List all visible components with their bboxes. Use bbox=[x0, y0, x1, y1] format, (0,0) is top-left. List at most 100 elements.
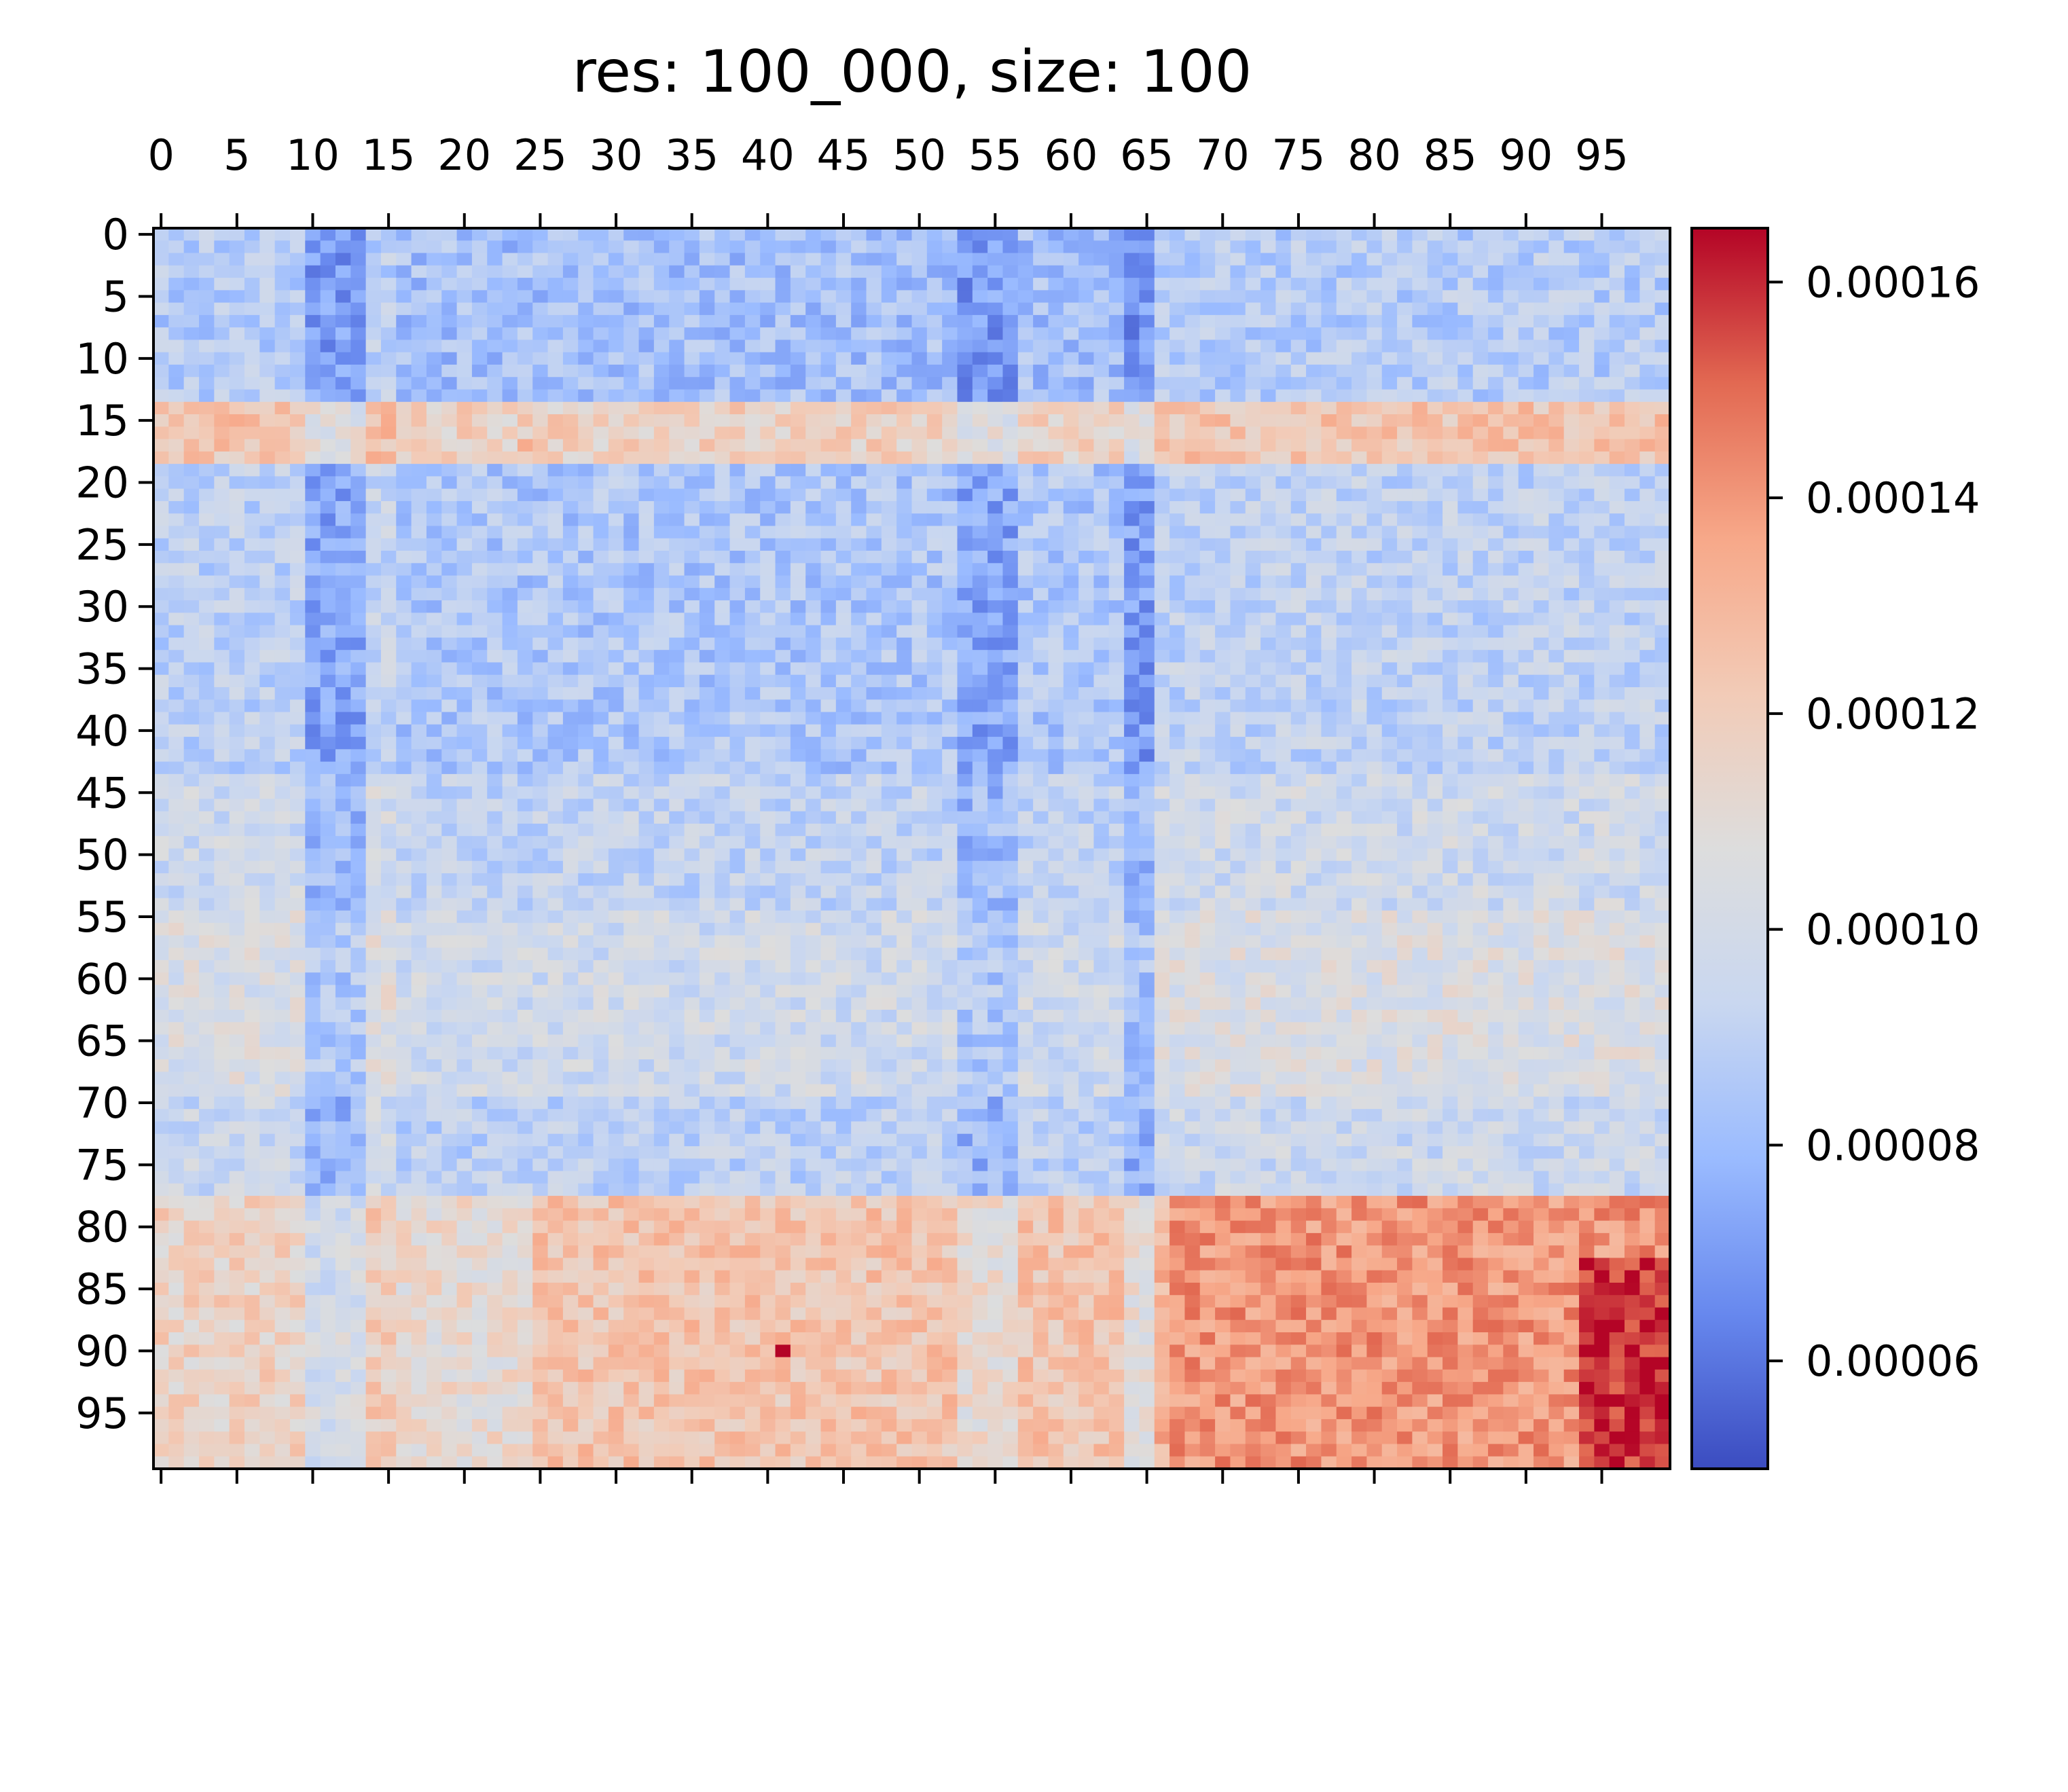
heatmap-cell bbox=[911, 439, 928, 452]
heatmap-cell bbox=[259, 612, 276, 626]
heatmap-cell bbox=[866, 737, 882, 750]
heatmap-cell bbox=[1381, 773, 1398, 787]
heatmap-cell bbox=[441, 290, 458, 304]
heatmap-cell bbox=[274, 699, 291, 713]
heatmap-cell bbox=[380, 451, 397, 464]
heatmap-cell bbox=[1169, 377, 1186, 390]
heatmap-cell bbox=[1184, 377, 1201, 390]
heatmap-cell bbox=[972, 488, 988, 502]
heatmap-cell bbox=[1169, 836, 1186, 849]
heatmap-cell bbox=[835, 687, 852, 700]
heatmap-cell bbox=[1139, 650, 1155, 663]
heatmap-cell bbox=[1336, 811, 1352, 824]
heatmap-cell bbox=[926, 526, 943, 539]
heatmap-cell bbox=[972, 439, 988, 452]
heatmap-cell bbox=[1594, 625, 1610, 638]
heatmap-cell bbox=[1093, 414, 1110, 427]
heatmap-cell bbox=[1518, 612, 1534, 626]
heatmap-cell bbox=[1457, 253, 1474, 266]
heatmap-cell bbox=[578, 377, 594, 390]
heatmap-cell bbox=[896, 500, 913, 514]
heatmap-cell bbox=[1518, 625, 1534, 638]
heatmap-cell bbox=[1352, 278, 1367, 291]
heatmap-cell bbox=[1290, 612, 1307, 626]
heatmap-cell bbox=[1108, 253, 1125, 266]
heatmap-cell bbox=[1124, 476, 1140, 490]
heatmap-cell bbox=[1488, 526, 1504, 539]
heatmap-cell bbox=[790, 600, 806, 613]
heatmap-cell bbox=[365, 587, 382, 601]
heatmap-cell bbox=[638, 625, 655, 638]
heatmap-cell bbox=[866, 364, 882, 378]
heatmap-cell bbox=[562, 265, 579, 278]
heatmap-cell bbox=[653, 327, 670, 341]
heatmap-cell bbox=[1412, 538, 1428, 551]
heatmap-cell bbox=[1124, 451, 1140, 464]
heatmap-cell bbox=[214, 302, 230, 316]
heatmap-cell bbox=[623, 823, 640, 837]
heatmap-cell bbox=[1017, 290, 1034, 304]
heatmap-cell bbox=[441, 401, 458, 415]
heatmap-cell bbox=[1563, 637, 1580, 651]
heatmap-cell bbox=[335, 575, 351, 589]
heatmap-cell bbox=[1397, 340, 1413, 353]
heatmap-cell bbox=[305, 737, 321, 750]
heatmap-cell bbox=[1503, 761, 1519, 775]
heatmap-cell bbox=[593, 749, 609, 763]
heatmap-cell bbox=[790, 836, 806, 849]
heatmap-cell bbox=[1654, 228, 1671, 241]
heatmap-cell bbox=[502, 712, 518, 725]
heatmap-cell bbox=[441, 439, 458, 452]
heatmap-cell bbox=[1594, 228, 1610, 241]
heatmap-cell bbox=[714, 712, 731, 725]
heatmap-cell bbox=[1048, 389, 1064, 403]
heatmap-cell bbox=[259, 551, 276, 564]
heatmap-cell bbox=[183, 278, 200, 291]
heatmap-cell bbox=[1275, 637, 1292, 651]
heatmap-cell bbox=[1306, 538, 1322, 551]
heatmap-cell bbox=[320, 500, 336, 514]
heatmap-cell bbox=[1381, 551, 1398, 564]
heatmap-cell bbox=[471, 364, 488, 378]
heatmap-cell bbox=[1169, 625, 1186, 638]
heatmap-cell bbox=[1503, 786, 1519, 800]
heatmap-cell bbox=[517, 228, 533, 241]
heatmap-cell bbox=[926, 699, 943, 713]
heatmap-cell bbox=[1139, 687, 1155, 700]
heatmap-cell bbox=[1063, 773, 1079, 787]
heatmap-cell bbox=[1306, 612, 1322, 626]
heatmap-cell bbox=[1563, 699, 1580, 713]
heatmap-cell bbox=[1139, 240, 1155, 254]
heatmap-cell bbox=[1093, 799, 1110, 812]
heatmap-cell bbox=[517, 451, 533, 464]
heatmap-cell bbox=[851, 377, 867, 390]
heatmap-cell bbox=[593, 253, 609, 266]
heatmap-cell bbox=[1017, 500, 1034, 514]
heatmap-cell bbox=[411, 228, 427, 241]
heatmap-cell bbox=[1199, 389, 1216, 403]
heatmap-cell bbox=[851, 737, 867, 750]
heatmap-cell bbox=[487, 228, 503, 241]
heatmap-cell bbox=[335, 836, 351, 849]
heatmap-cell bbox=[957, 500, 973, 514]
heatmap-cell bbox=[1443, 451, 1458, 464]
heatmap-cell bbox=[289, 389, 306, 403]
heatmap-cell bbox=[653, 253, 670, 266]
heatmap-cell bbox=[1321, 563, 1337, 577]
heatmap-cell bbox=[1579, 551, 1595, 564]
heatmap-cell bbox=[1534, 836, 1549, 849]
heatmap-cell bbox=[578, 823, 594, 837]
heatmap-cell bbox=[168, 799, 185, 812]
heatmap-cell bbox=[350, 526, 367, 539]
heatmap-cell bbox=[775, 662, 791, 676]
heatmap-cell bbox=[1260, 637, 1277, 651]
heatmap-cell bbox=[1443, 414, 1458, 427]
heatmap-cell bbox=[1397, 389, 1413, 403]
heatmap-cell bbox=[1472, 587, 1489, 601]
heatmap-cell bbox=[623, 724, 640, 737]
heatmap-cell bbox=[244, 377, 260, 390]
heatmap-cell bbox=[1245, 724, 1261, 737]
heatmap-cell bbox=[153, 563, 169, 577]
heatmap-cell bbox=[653, 587, 670, 601]
heatmap-cell bbox=[1306, 302, 1322, 316]
